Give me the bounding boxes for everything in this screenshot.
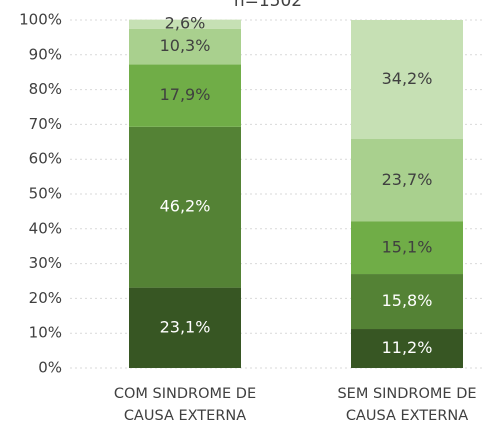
bar-segment: [129, 64, 241, 127]
data-label: 11,2%: [382, 338, 433, 357]
data-label: 23,1%: [160, 317, 211, 336]
data-label: 2,6%: [165, 14, 206, 33]
data-label: 34,2%: [382, 69, 433, 88]
data-label: 15,8%: [382, 291, 433, 310]
bar-segment: [351, 329, 463, 368]
y-tick-label: 20%: [29, 289, 62, 307]
bar-segment: [129, 28, 241, 65]
bar-segment: [351, 221, 463, 275]
data-label: 17,9%: [160, 85, 211, 104]
bar-segment: [351, 274, 463, 330]
y-tick-label: 30%: [29, 254, 62, 272]
y-tick-label: 90%: [29, 45, 62, 63]
bar-segment: [351, 139, 463, 222]
data-label: 23,7%: [382, 170, 433, 189]
data-label: 15,1%: [382, 237, 433, 256]
x-tick-label: SEM SINDROME DE: [337, 386, 476, 402]
bar-segment: [351, 20, 463, 140]
bar-segment: [129, 126, 241, 288]
y-tick-label: 80%: [29, 80, 62, 98]
y-tick-label: 40%: [29, 219, 62, 237]
bar-segment: [129, 287, 241, 368]
x-tick-label: COM SINDROME DE: [114, 386, 256, 402]
y-tick-label: 10%: [29, 324, 62, 342]
chart-title: n=1502: [234, 0, 302, 11]
x-tick-label: CAUSA EXTERNA: [124, 408, 246, 424]
y-tick-label: 70%: [29, 115, 62, 133]
y-tick-label: 100%: [19, 11, 62, 29]
data-label: 46,2%: [160, 197, 211, 216]
y-tick-label: 0%: [38, 359, 62, 377]
y-tick-label: 60%: [29, 150, 62, 168]
data-label: 10,3%: [160, 36, 211, 55]
bar-segment: [129, 19, 241, 29]
y-tick-label: 50%: [29, 185, 62, 203]
x-tick-label: CAUSA EXTERNA: [346, 408, 468, 424]
